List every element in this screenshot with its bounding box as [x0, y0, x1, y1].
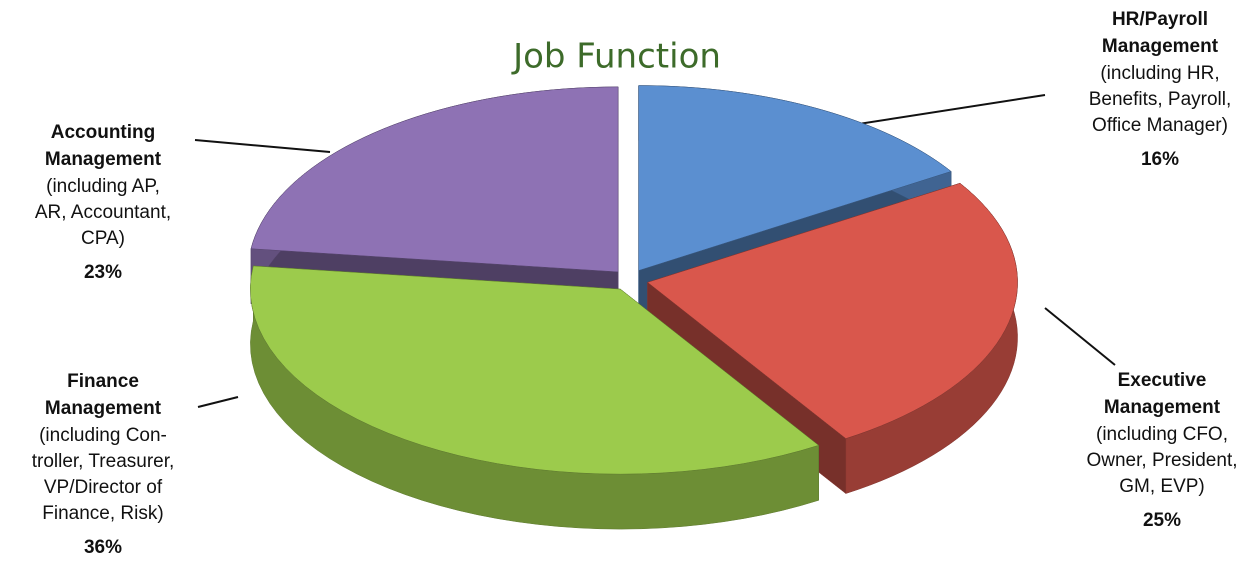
leader-line: [1044, 307, 1116, 366]
slice-label: HR/Payroll: [1112, 9, 1208, 30]
slice-note: (including HR,: [1100, 63, 1219, 84]
leader-line: [197, 396, 239, 408]
slice-note: Office Manager): [1092, 115, 1228, 136]
slice-note: GM, EVP): [1119, 476, 1205, 497]
slice-label: Accounting: [51, 122, 156, 143]
slice-label: Executive: [1118, 370, 1207, 391]
slice-label: Management: [1104, 397, 1221, 418]
chart-title: Job Function: [511, 37, 721, 77]
value-label: 36%: [84, 537, 122, 558]
value-label: 16%: [1141, 149, 1179, 170]
slice-top: [250, 86, 619, 273]
value-label: 23%: [84, 262, 122, 283]
slice-note: CPA): [81, 228, 125, 249]
slice-top: [647, 182, 1018, 439]
slice-note: AR, Accountant,: [35, 202, 171, 223]
slice-label: Management: [1102, 36, 1219, 57]
slice-note: VP/Director of: [44, 477, 163, 498]
slice-note: Finance, Risk): [42, 503, 163, 524]
slice-label: Management: [45, 398, 162, 419]
pie-slice: [250, 265, 820, 530]
slice-note: troller, Treasurer,: [32, 451, 175, 472]
slice-top: [250, 265, 820, 475]
slice-note: (including AP,: [46, 176, 160, 197]
value-label: 25%: [1143, 510, 1181, 531]
slice-note: Owner, President,: [1086, 450, 1237, 471]
slice-note: (including CFO,: [1096, 424, 1228, 445]
leader-line: [194, 139, 331, 153]
slice-label: Finance: [67, 371, 139, 392]
slice-label: Management: [45, 149, 162, 170]
slice-note: (including Con-: [39, 425, 167, 446]
slice-top: [638, 85, 952, 271]
slice-note: Benefits, Payroll,: [1089, 89, 1232, 110]
